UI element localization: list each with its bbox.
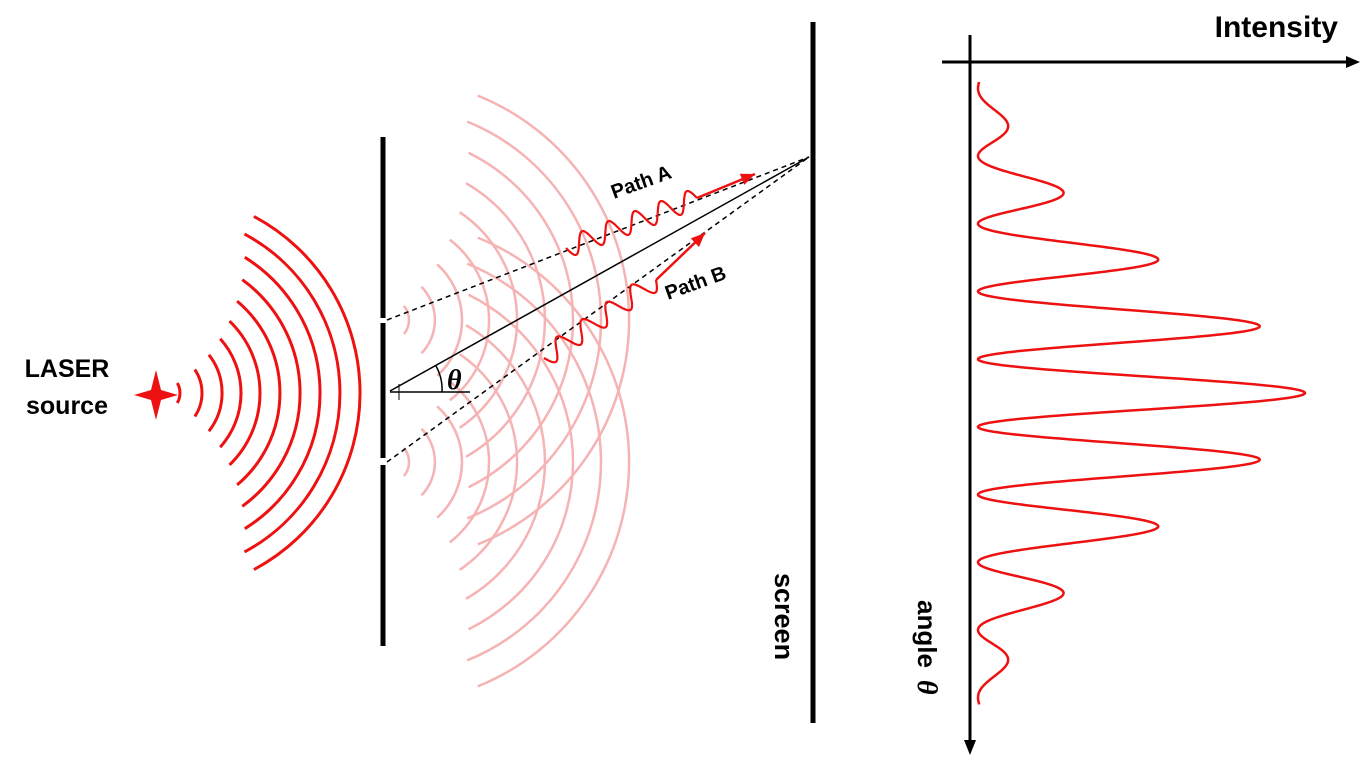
center-line (389, 156, 810, 392)
screen-label: screen (769, 573, 799, 660)
path-a-label: Path A (608, 162, 674, 204)
incoming-wavefront (253, 215, 362, 571)
laser-star (134, 370, 178, 420)
angle-arrowhead (964, 740, 976, 755)
diffracted-wavefront (420, 427, 437, 497)
diffracted-wavefront (466, 262, 603, 662)
photon-wave-b (543, 279, 658, 364)
photon-paths (543, 172, 756, 364)
diffracted-wavefront (467, 293, 575, 631)
incoming-wavefronts (175, 215, 362, 571)
theta-arc (435, 365, 443, 393)
incoming-wavefront (193, 368, 204, 418)
intensity-arrowhead (1346, 56, 1360, 68)
diffracted-wavefront (466, 120, 603, 520)
diffracted-wavefront (449, 380, 491, 544)
laser-source-icon (134, 370, 178, 420)
diffracted-wavefront (402, 305, 411, 335)
incoming-wavefront (236, 299, 282, 487)
path-b-label: Path B (662, 262, 729, 304)
incoming-wavefront (207, 353, 224, 433)
incoming-wavefront (175, 382, 182, 404)
diffracted-wavefront (420, 285, 437, 355)
incoming-wavefront (241, 278, 302, 508)
theta-label: θ (447, 365, 462, 396)
diffracted-wavefront (467, 151, 575, 489)
diffracted-wavefronts (402, 94, 631, 688)
intensity-label: Intensity (1215, 11, 1339, 44)
path-b-line (386, 156, 810, 463)
diffracted-wavefront (436, 263, 464, 377)
angle-symbol: θ (911, 680, 942, 695)
photon-wave-a (565, 189, 698, 257)
diffracted-wavefront (402, 447, 411, 477)
diffracted-wavefront (465, 324, 547, 600)
diffracted-wavefront (465, 182, 547, 458)
laser-label-line1: LASER (25, 355, 110, 383)
incoming-wavefront (228, 320, 262, 466)
path-geometry (386, 156, 810, 463)
laser-label-line2: source (26, 392, 108, 420)
incoming-wavefront (219, 337, 243, 449)
diffracted-wavefront (459, 353, 519, 571)
diffracted-wavefront (449, 238, 491, 402)
incoming-wavefront (243, 232, 342, 554)
photon-arrow-a-head (739, 173, 755, 185)
diffracted-wavefront (477, 236, 631, 688)
angle-label: angle θ (911, 600, 942, 695)
incoming-wavefront (244, 256, 322, 530)
intensity-pattern-curve (976, 81, 1307, 705)
intensity-axes (942, 35, 1360, 755)
diffracted-wavefront (477, 94, 631, 546)
angle-word: angle (912, 600, 942, 668)
path-a-line (386, 156, 810, 321)
photon-arrow-b-head (690, 233, 705, 247)
